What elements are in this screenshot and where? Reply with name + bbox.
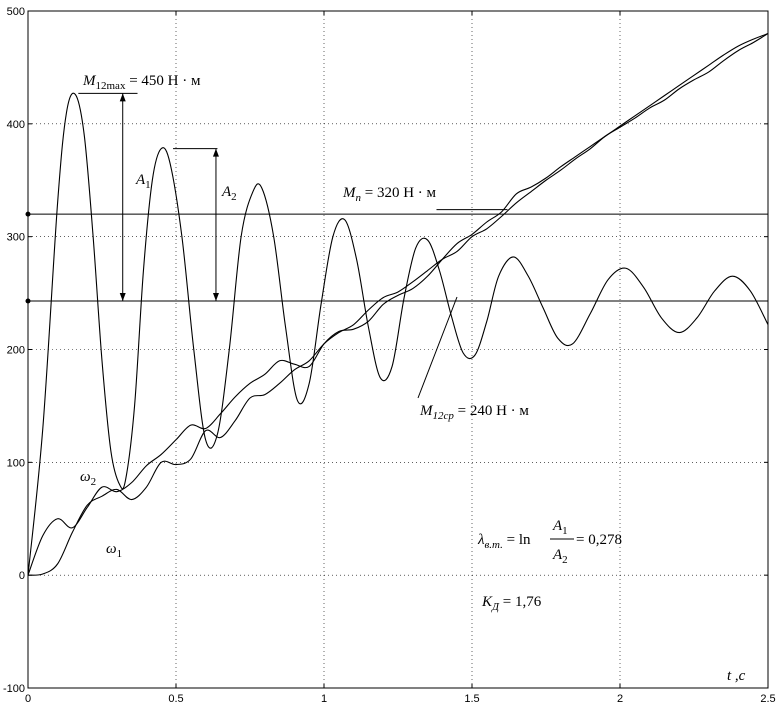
omega1-symbol: ω [106,541,117,557]
m12sr-symbol: M [419,403,434,419]
lambda-numerator-subscript: 1 [562,525,568,537]
kd-value: = 1,76 [499,594,542,610]
y-tick-label: 300 [7,232,25,244]
a1-symbol: A [135,172,146,188]
y-tick-label: 400 [7,119,25,131]
annotation-mn: Mn = 320 Н · м [342,185,437,204]
x-tick-label: 0 [25,693,31,705]
svg-text:Mn = 320 Н · м: Mn = 320 Н · м [342,185,437,204]
annotation-a2: A2 [221,184,237,203]
svg-text:ω1: ω1 [106,541,122,560]
lambda-ln: = ln [503,532,531,548]
lambda-denominator: A [552,547,563,563]
m12max-symbol: M [82,73,97,89]
x-tick-label: 1 [321,693,327,705]
lambda-value: = 0,278 [576,532,622,548]
y-tick-label: 500 [7,6,25,18]
mn-value: = 320 Н · м [361,185,437,201]
a2-subscript: 2 [231,191,237,203]
y-tick-label: -100 [3,683,25,695]
a2-arrow [212,148,219,301]
annotation-a1: A1 [135,172,151,191]
a2-arrow-head-bottom [212,292,219,301]
omega2-symbol: ω [80,469,91,485]
a1-arrow [119,93,126,301]
svg-text:λв.т. = ln: λв.т. = ln [477,532,531,551]
a2-symbol: A [221,184,232,200]
y-tick-label: 0 [19,570,25,582]
a1-subscript: 1 [145,179,151,191]
svg-text:M12max = 450 Н · м: M12max = 450 Н · м [82,73,201,92]
a1-arrow-head-bottom [119,292,126,301]
m12sr-leader-line [417,296,458,399]
m12sr-subscript: 12ср [433,410,455,422]
svg-text:KД = 1,76: KД = 1,76 [481,594,542,613]
kd-subscript: Д [491,601,500,613]
svg-text:A2: A2 [552,547,568,566]
a2-arrow-head-top [212,148,219,157]
series-line-omega2 [27,33,769,576]
grid [28,11,768,688]
svg-text:A1: A1 [135,172,151,191]
reference-lines [25,209,768,304]
kd-symbol: K [481,594,493,610]
lambda-subscript: в.т. [485,539,503,551]
svg-text:M12ср = 240 Н · м: M12ср = 240 Н · м [419,403,529,422]
reference-line-dot [25,211,31,217]
y-tick-label: 200 [7,345,25,357]
m12max-value: = 450 Н · м [125,73,201,89]
annotation-m12sr: M12ср = 240 Н · м [417,296,529,422]
svg-text:A2: A2 [221,184,237,203]
svg-text:A1: A1 [552,518,568,537]
m12sr-value: = 240 Н · м [454,403,530,419]
svg-text:ω2: ω2 [80,469,96,488]
annotation-omega1: ω1 [106,541,122,560]
lambda-numerator: A [552,518,563,534]
series-group [27,33,769,576]
omega1-subscript: 1 [117,548,123,560]
annotation-omega2: ω2 [80,469,96,488]
annotation-m12max: M12max = 450 Н · м [82,73,201,92]
annotation-lambda: λв.т. = ln A1 A2 = 0,278 [477,518,622,566]
omega2-subscript: 2 [91,476,97,488]
reference-line-dot [25,298,31,304]
a1-arrow-head-top [119,93,126,102]
mn-subscript: n [356,192,362,204]
x-tick-label: 2.5 [760,693,775,705]
lambda-symbol: λ [477,532,485,548]
mn-symbol: M [342,185,357,201]
annotation-kd: KД = 1,76 [481,594,542,613]
x-tick-label: 2 [617,693,623,705]
x-tick-label: 1.5 [464,693,479,705]
series-line-omega1 [27,33,769,576]
x-tick-label: 0.5 [168,693,183,705]
y-tick-label: 100 [7,457,25,469]
amplitude-markers [78,92,219,301]
x-axis-label: t ,c [727,668,746,684]
m12max-subscript: 12max [96,80,126,92]
lambda-denominator-subscript: 2 [562,554,568,566]
